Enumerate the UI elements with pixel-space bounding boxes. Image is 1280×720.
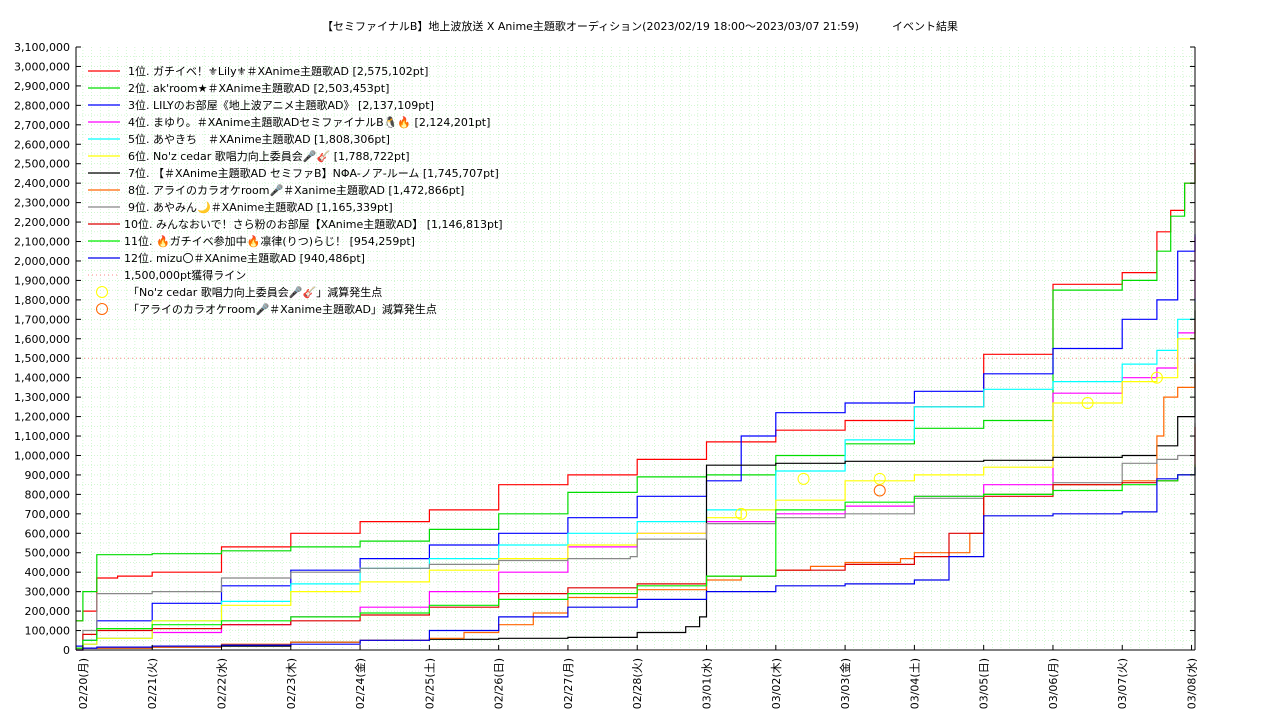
- decrement-markers: [735, 371, 1163, 520]
- legend-label: 4位. まゆり。＃XAnime主題歌ADセミファイナルB🐧🔥 [2,124,20…: [128, 115, 490, 129]
- chart-title: 【セミファイナルB】地上波放送 X Anime主題歌オーディション(2023/0…: [322, 20, 958, 33]
- legend-label: 1位. ガチイベ！⚜Lily⚜＃XAnime主題歌AD [2,575,102pt…: [128, 64, 428, 78]
- legend-label: 1,500,000pt獲得ライン: [124, 269, 246, 282]
- y-tick-label: 1,800,000: [14, 294, 70, 307]
- decrement-marker: [735, 507, 748, 520]
- y-tick-label: 1,100,000: [14, 430, 70, 443]
- x-tick-label: 03/08(水): [1186, 658, 1199, 709]
- legend-label: 11位. 🔥ガチイベ参加中🔥凛律(りつ)らじ！ [954,259pt]: [124, 234, 415, 248]
- x-tick-label: 02/23(木): [285, 658, 298, 709]
- y-tick-label: 1,700,000: [14, 313, 70, 326]
- legend-label: 10位. みんなおいで！さら粉のお部屋【XAnime主題歌AD】 [1,146,…: [124, 217, 503, 231]
- legend-label: 2位. ak'room★＃XAnime主題歌AD [2,503,453pt]: [128, 81, 389, 95]
- y-tick-label: 1,600,000: [14, 333, 70, 346]
- x-tick-label: 03/06(月): [1047, 658, 1060, 709]
- series-line-1: [76, 149, 1196, 622]
- y-tick-label: 2,500,000: [14, 158, 70, 171]
- decrement-marker: [873, 472, 886, 485]
- legend-marker: [96, 303, 108, 315]
- y-tick-label: 2,000,000: [14, 255, 70, 268]
- y-tick-label: 400,000: [25, 566, 71, 579]
- y-tick-label: 2,700,000: [14, 119, 70, 132]
- decrement-marker: [1081, 396, 1094, 409]
- y-tick-label: 900,000: [25, 469, 71, 482]
- decrement-marker: [797, 472, 810, 485]
- legend-label: 「アライのカラオケroom🎤＃Xanime主題歌AD」減算発生点: [128, 302, 437, 316]
- y-tick-label: 700,000: [25, 508, 71, 521]
- y-tick-label: 500,000: [25, 547, 71, 560]
- y-tick-label: 100,000: [25, 625, 71, 638]
- legend-label: 5位. あやきち ＃XAnime主題歌AD [1,808,306pt]: [128, 132, 390, 146]
- y-tick-label: 1,000,000: [14, 449, 70, 462]
- x-tick-label: 03/04(土): [908, 658, 921, 709]
- y-tick-label: 600,000: [25, 527, 71, 540]
- legend-label: 12位. mizu〇＃XAnime主題歌AD [940,486pt]: [124, 251, 365, 265]
- grid: [76, 47, 1195, 650]
- y-tick-label: 2,100,000: [14, 236, 70, 249]
- x-tick-label: 02/21(火): [146, 658, 159, 709]
- x-tick-label: 03/05(日): [978, 658, 991, 709]
- x-tick-label: 02/20(月): [77, 658, 90, 709]
- x-tick-label: 03/01(水): [701, 658, 714, 709]
- y-tick-label: 2,200,000: [14, 216, 70, 229]
- y-tick-label: 3,000,000: [14, 60, 70, 73]
- y-tick-label: 1,400,000: [14, 372, 70, 385]
- x-tick-label: 02/27(月): [562, 658, 575, 709]
- y-tick-label: 1,300,000: [14, 391, 70, 404]
- legend-marker: [96, 286, 108, 298]
- decrement-marker: [1150, 371, 1163, 384]
- legend-label: 「No'z cedar 歌唱力向上委員会🎤🎸」減算発生点: [128, 285, 382, 299]
- y-tick-label: 300,000: [25, 586, 71, 599]
- y-tick-label: 2,300,000: [14, 197, 70, 210]
- x-tick-label: 03/02(木): [770, 658, 783, 709]
- x-tick-label: 02/22(水): [216, 658, 229, 709]
- legend-label: 8位. アライのカラオケroom🎤＃Xanime主題歌AD [1,472,866…: [128, 183, 464, 197]
- legend-label: 3位. LILYのお部屋《地上波アニメ主題歌AD》 [2,137,109pt]: [128, 98, 434, 112]
- y-tick-label: 1,200,000: [14, 411, 70, 424]
- y-tick-label: 800,000: [25, 488, 71, 501]
- y-tick-label: 2,600,000: [14, 138, 70, 151]
- y-tick-label: 0: [63, 644, 70, 657]
- x-tick-label: 02/28(火): [631, 658, 644, 709]
- y-tick-label: 2,800,000: [14, 99, 70, 112]
- y-tick-label: 1,500,000: [14, 352, 70, 365]
- series-line-11: [76, 464, 1196, 649]
- axes: 0 100,000 200,000 300,000 400,000 500,000 600,…: [14, 41, 1199, 709]
- x-tick-label: 03/03(金): [838, 658, 852, 709]
- series-line-7: [76, 310, 1196, 651]
- x-tick-label: 02/25(土): [423, 658, 436, 709]
- x-tick-label: 03/07(火): [1116, 658, 1129, 709]
- legend: 1位. ガチイベ！⚜Lily⚜＃XAnime主題歌AD [2,575,102pt…: [88, 64, 503, 316]
- x-tick-label: 02/24(金): [353, 658, 367, 709]
- x-tick-label: 02/26(日): [493, 658, 506, 709]
- y-tick-label: 2,900,000: [14, 80, 70, 93]
- decrement-marker: [873, 484, 886, 497]
- legend-label: 6位. No'z cedar 歌唱力向上委員会🎤🎸 [1,788,722pt]: [128, 149, 410, 163]
- legend-label: 7位. 【＃XAnime主題歌AD セミファB】NΦA-ノア-ルーム [1,74…: [128, 166, 499, 180]
- y-tick-label: 1,900,000: [14, 274, 70, 287]
- legend-label: 9位. あやみん🌙＃XAnime主題歌AD [1,165,339pt]: [128, 200, 393, 214]
- y-tick-label: 200,000: [25, 605, 71, 618]
- y-tick-label: 2,400,000: [14, 177, 70, 190]
- y-tick-label: 3,100,000: [14, 41, 70, 54]
